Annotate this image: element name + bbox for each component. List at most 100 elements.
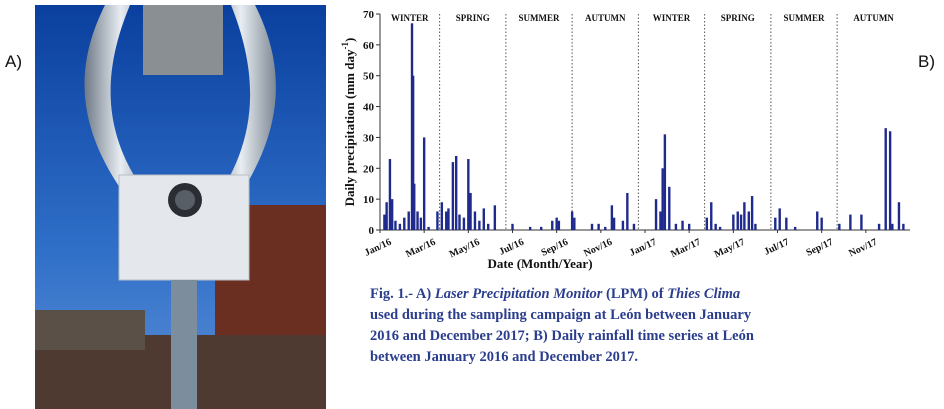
bar xyxy=(816,211,818,230)
bar xyxy=(885,128,887,230)
bar xyxy=(478,221,480,230)
bar xyxy=(655,199,657,230)
bar xyxy=(732,215,734,230)
season-label: WINTER xyxy=(653,13,691,23)
caption-text: Laser Precipitation Monitor xyxy=(435,286,603,302)
caption: Fig. 1.- A) Laser Precipitation Monitor … xyxy=(370,284,760,368)
bar xyxy=(458,215,460,230)
bar xyxy=(455,156,457,230)
bar xyxy=(555,218,557,230)
x-tick-label: Sep/17 xyxy=(805,237,835,259)
x-tick-label: May/17 xyxy=(713,237,747,261)
bar xyxy=(740,215,742,230)
y-tick-label: 70 xyxy=(363,9,375,21)
y-tick-label: 60 xyxy=(363,40,375,52)
x-tick-label: Jul/17 xyxy=(762,237,790,258)
bar xyxy=(743,202,745,230)
bar xyxy=(597,224,599,230)
bar xyxy=(420,218,422,230)
bar xyxy=(714,224,716,230)
x-tick-label: Nov/16 xyxy=(582,237,614,260)
bar xyxy=(573,218,575,230)
y-axis-title: Daily precipitation (mm day-1) xyxy=(340,38,357,207)
x-tick-label: Jul/16 xyxy=(497,237,525,258)
bar xyxy=(591,224,593,230)
bar xyxy=(408,211,410,230)
bar xyxy=(463,218,465,230)
caption-text: Thies Clima xyxy=(667,286,740,302)
bar xyxy=(467,159,469,230)
bar xyxy=(399,224,401,230)
caption-text: used during the sampling campaign at Leó… xyxy=(370,307,754,365)
bar xyxy=(626,193,628,230)
bar xyxy=(688,224,690,230)
bar xyxy=(391,199,393,230)
bar xyxy=(668,187,670,230)
bar xyxy=(403,218,405,230)
bar xyxy=(849,215,851,230)
x-tick-label: Mar/16 xyxy=(404,237,437,260)
bar xyxy=(613,218,615,230)
bar xyxy=(436,211,438,230)
season-label: SPRING xyxy=(456,13,490,23)
chart: Date (Month/Year) Daily precipitation (m… xyxy=(340,0,920,280)
panel-label: A) xyxy=(5,52,22,72)
x-tick-label: Nov/17 xyxy=(847,237,879,260)
bar xyxy=(898,202,900,230)
y-axis-title-text: Daily precipitation (mm day xyxy=(342,49,357,206)
bar xyxy=(779,208,781,230)
y-tick-label: 0 xyxy=(369,225,375,237)
bar xyxy=(483,208,485,230)
bar xyxy=(529,227,531,230)
season-label: SUMMER xyxy=(784,13,825,23)
bar xyxy=(661,168,663,230)
bar xyxy=(611,205,613,230)
bar xyxy=(416,211,418,230)
y-tick-label: 50 xyxy=(363,71,375,83)
bar xyxy=(423,137,425,230)
season-label: SUMMER xyxy=(519,13,560,23)
bar xyxy=(860,215,862,230)
y-tick-label: 40 xyxy=(363,102,375,114)
bar xyxy=(681,221,683,230)
bar xyxy=(785,218,787,230)
bar xyxy=(447,208,449,230)
bar xyxy=(659,211,661,230)
season-label: SPRING xyxy=(721,13,755,23)
x-tick-label: May/16 xyxy=(448,237,482,261)
bar xyxy=(487,224,489,230)
bar xyxy=(383,215,385,230)
bar xyxy=(719,227,721,230)
bar xyxy=(889,131,891,230)
x-tick-label: Jan/17 xyxy=(628,237,658,259)
y-tick-label: 20 xyxy=(363,163,375,175)
bar xyxy=(469,193,471,230)
bar xyxy=(540,227,542,230)
bar xyxy=(452,162,454,230)
caption-text: (LPM) of xyxy=(602,286,667,302)
bar xyxy=(622,221,624,230)
bar xyxy=(558,221,560,230)
caption-text: Fig. 1.- A) xyxy=(370,286,435,302)
season-label: AUTUMN xyxy=(585,13,626,23)
bar xyxy=(385,202,387,230)
page: {"labels": {"a": "A)", "b": "B)"}, "char… xyxy=(0,0,944,409)
bar xyxy=(891,224,893,230)
bar xyxy=(794,227,796,230)
season-label: WINTER xyxy=(391,13,429,23)
x-tick-label: Jan/16 xyxy=(363,237,393,259)
bar xyxy=(389,159,391,230)
bar xyxy=(494,205,496,230)
bar xyxy=(511,224,513,230)
bar xyxy=(664,134,666,230)
y-tick-label: 30 xyxy=(363,132,375,144)
bar xyxy=(774,218,776,230)
bar xyxy=(551,221,553,230)
season-label: AUTUMN xyxy=(853,13,894,23)
bar xyxy=(633,224,635,230)
bar xyxy=(754,224,756,230)
bar xyxy=(748,211,750,230)
bar xyxy=(902,224,904,230)
x-tick-label: Mar/17 xyxy=(669,237,702,260)
bar xyxy=(838,224,840,230)
